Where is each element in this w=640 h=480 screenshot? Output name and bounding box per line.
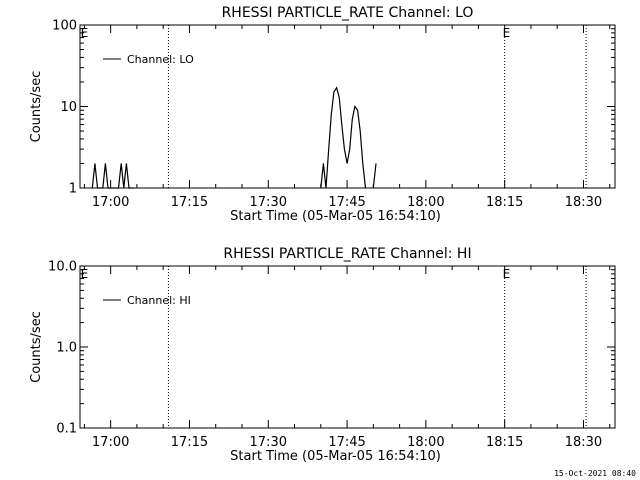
footer-timestamp: 15-Oct-2021 08:40 xyxy=(554,469,636,478)
x-tick-label: 18:00 xyxy=(407,435,444,450)
chart-title: RHESSI PARTICLE_RATE Channel: LO xyxy=(222,5,474,21)
y-axis-label: Counts/sec xyxy=(29,71,44,143)
marker-label: E xyxy=(81,26,89,40)
chart-panel-lo: RHESSI PARTICLE_RATE Channel: LO 1 10 100 17… xyxy=(29,5,616,224)
y-tick-label: 0.1 xyxy=(56,422,77,437)
x-tick-label: 17:45 xyxy=(328,435,365,450)
chart-panel-hi: RHESSI PARTICLE_RATE Channel: HI 0.1 1.0 10… xyxy=(29,246,616,464)
series-line xyxy=(372,163,377,189)
x-tick-label: 17:15 xyxy=(171,195,208,210)
plot-frame xyxy=(79,265,616,429)
legend-label: Channel: HI xyxy=(127,294,191,307)
x-tick-label: 18:00 xyxy=(407,195,444,210)
x-axis-label: Start Time (05-Mar-05 16:54:10) xyxy=(230,449,441,464)
x-tick-label: 18:15 xyxy=(486,435,523,450)
x-tick-label: 17:30 xyxy=(250,195,287,210)
x-tick-label: 17:00 xyxy=(92,435,129,450)
y-tick-label: 10.0 xyxy=(48,260,77,275)
x-tick-label: 17:30 xyxy=(250,435,287,450)
x-tick-label: 18:15 xyxy=(486,195,523,210)
x-tick-label: 18:30 xyxy=(565,195,602,210)
y-tick-label: 1.0 xyxy=(56,341,77,356)
marker-label: E xyxy=(81,267,89,281)
series-line xyxy=(320,86,367,189)
x-tick-label: 17:00 xyxy=(92,195,129,210)
y-tick-label: 100 xyxy=(52,19,77,34)
marker-label: E xyxy=(503,267,511,281)
y-tick-label: 10 xyxy=(60,100,77,115)
x-tick-label: 17:45 xyxy=(328,195,365,210)
series-line xyxy=(91,163,135,189)
marker-label: E xyxy=(503,26,511,40)
y-axis-label: Counts/sec xyxy=(29,311,44,383)
y-tick-label: 1 xyxy=(69,182,77,197)
x-tick-label: 17:15 xyxy=(171,435,208,450)
x-tick-label: 18:30 xyxy=(565,435,602,450)
chart-title: RHESSI PARTICLE_RATE Channel: HI xyxy=(223,246,471,262)
legend-label: Channel: LO xyxy=(127,53,194,66)
x-axis-label: Start Time (05-Mar-05 16:54:10) xyxy=(230,209,441,224)
